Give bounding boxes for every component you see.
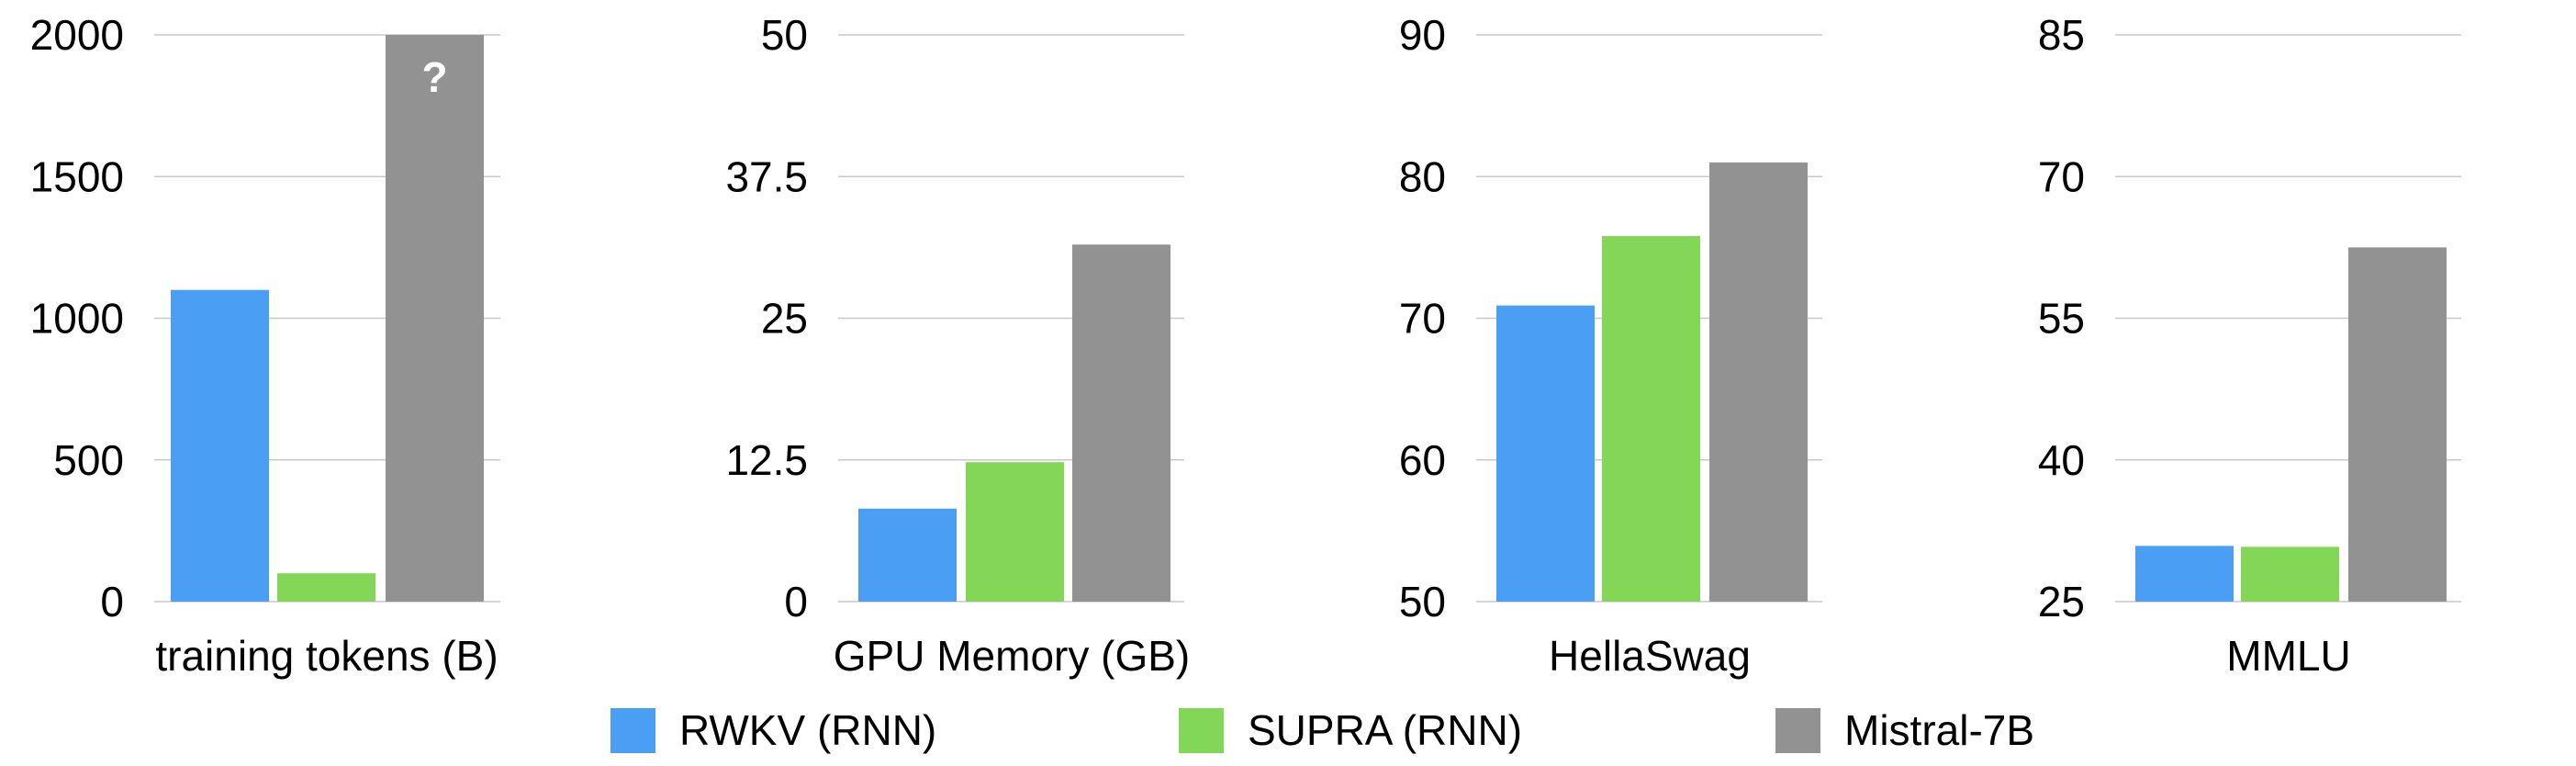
y-tick-label: 1500: [30, 152, 124, 200]
bar-supra-rnn: [966, 462, 1064, 602]
x-axis-label: MMLU: [2226, 632, 2350, 680]
y-tick-label: 500: [53, 436, 124, 484]
y-tick-label: 0: [100, 578, 124, 625]
y-tick-label: 37.5: [725, 152, 808, 200]
bar-mistral-7b: [2348, 247, 2447, 602]
y-tick-label: 25: [2038, 578, 2085, 625]
bar-mistral-7b: [1072, 244, 1170, 602]
y-tick-label: 60: [1399, 436, 1446, 484]
y-tick-label: 0: [784, 578, 808, 625]
y-tick-label: 50: [1399, 578, 1446, 625]
bar-mistral-7b: [386, 35, 484, 602]
legend-swatch-supra: [1179, 707, 1224, 753]
x-axis-label: training tokens (B): [155, 632, 498, 680]
bar-supra-rnn: [2241, 546, 2339, 602]
bar-rwkv-rnn: [858, 508, 957, 602]
legend-item-supra: SUPRA (RNN): [1179, 698, 1522, 762]
legend-item-mistral: Mistral-7B: [1775, 698, 2034, 762]
y-tick-label: 70: [2038, 152, 2085, 200]
y-tick-label: 90: [1399, 11, 1446, 59]
x-axis-label: HellaSwag: [1549, 632, 1751, 680]
bar-rwkv-rnn: [1496, 305, 1595, 602]
y-tick-label: 70: [1399, 295, 1446, 343]
bar-supra-rnn: [277, 573, 375, 602]
y-tick-label: 40: [2038, 436, 2085, 484]
y-tick-label: 1000: [30, 295, 124, 343]
bar-rwkv-rnn: [171, 289, 269, 602]
y-tick-label: 55: [2038, 295, 2085, 343]
y-tick-label: 50: [761, 11, 808, 59]
y-tick-label: 2000: [30, 11, 124, 59]
bar-mistral-7b: [1709, 162, 1808, 602]
charts-canvas: 0 500 1000 1500 2000? training tokens (B) 0 12.…: [30, 11, 2461, 680]
legend-label-rwkv: RWKV (RNN): [679, 706, 937, 754]
y-tick-label: 85: [2038, 11, 2085, 59]
y-tick-label: 12.5: [725, 436, 808, 484]
legend-swatch-mistral: [1775, 707, 1820, 753]
legend-item-rwkv: RWKV (RNN): [610, 698, 936, 762]
y-tick-label: 25: [761, 295, 808, 343]
legend-label-supra: SUPRA (RNN): [1248, 706, 1523, 754]
y-tick-label: 80: [1399, 152, 1446, 200]
bar-supra-rnn: [1602, 236, 1700, 602]
bar-annotation: ?: [421, 53, 447, 101]
bar-rwkv-rnn: [2135, 546, 2234, 602]
legend-swatch-rwkv: [610, 707, 655, 753]
x-axis-label: GPU Memory (GB): [834, 632, 1190, 680]
legend-label-mistral: Mistral-7B: [1844, 706, 2035, 754]
legend: RWKV (RNN) SUPRA (RNN) Mistral-7B: [0, 698, 2576, 762]
